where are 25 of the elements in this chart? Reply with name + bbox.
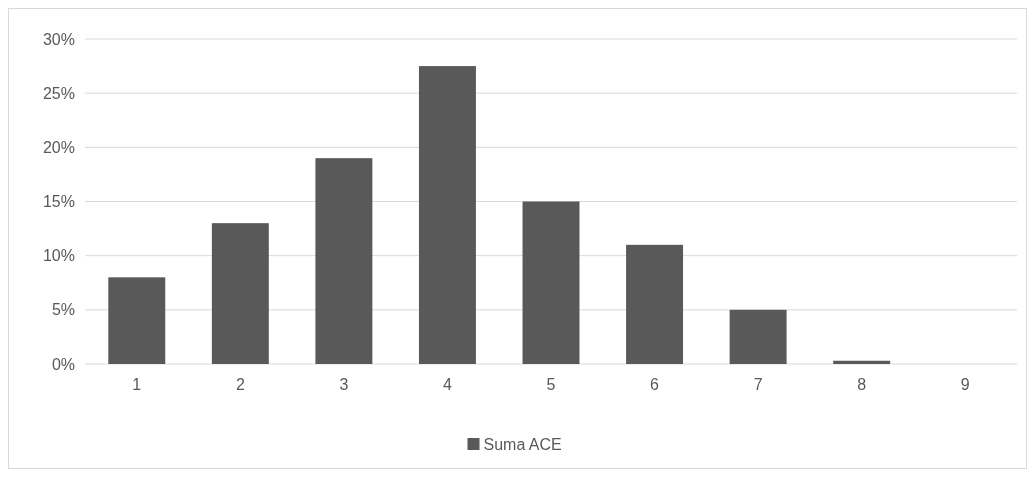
- y-tick-label: 10%: [42, 247, 75, 265]
- y-tick-label: 15%: [42, 193, 75, 211]
- bar: [729, 309, 787, 364]
- bar: [418, 66, 476, 364]
- x-tick-label: 8: [857, 376, 867, 393]
- y-tick-label: 5%: [51, 301, 75, 319]
- bar: [211, 223, 269, 364]
- bar: [108, 277, 166, 364]
- y-tick-label: 0%: [51, 355, 75, 373]
- x-tick-label: 7: [753, 376, 763, 393]
- x-tick-label: 6: [650, 376, 660, 393]
- x-tick-label: 1: [132, 376, 142, 393]
- x-tick-label: 5: [546, 376, 556, 393]
- x-tick-label: 2: [235, 376, 245, 393]
- x-tick-label: 4: [442, 376, 452, 393]
- bar: [315, 158, 373, 364]
- bar: [522, 201, 580, 364]
- x-tick-label: 3: [339, 376, 349, 393]
- x-tick-label: 9: [960, 376, 970, 393]
- bar: [626, 244, 684, 364]
- bar: [833, 360, 891, 364]
- y-tick-label: 30%: [42, 30, 75, 48]
- legend-label: Suma ACE: [483, 435, 562, 453]
- y-tick-label: 25%: [42, 84, 75, 102]
- y-tick-label: 20%: [42, 138, 75, 156]
